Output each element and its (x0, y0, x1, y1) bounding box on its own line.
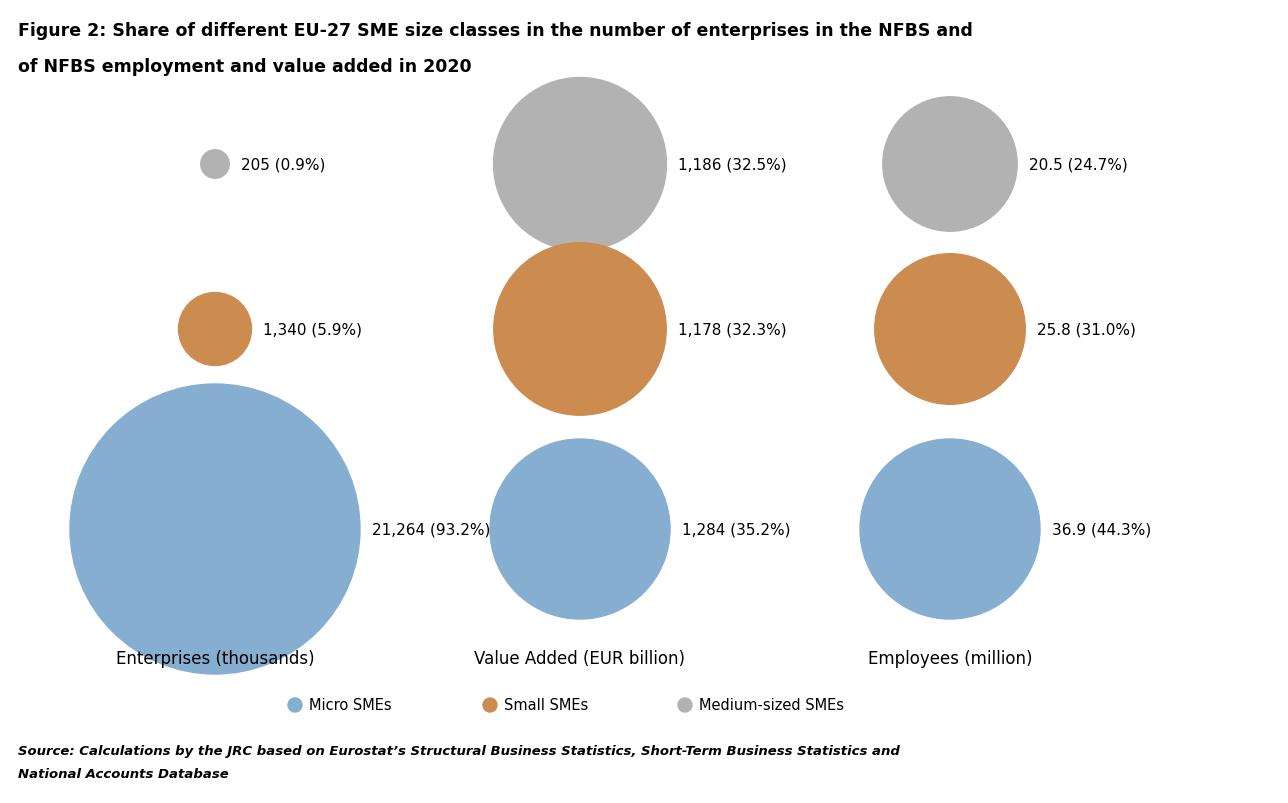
Circle shape (483, 698, 497, 712)
Circle shape (493, 79, 666, 251)
Circle shape (70, 385, 361, 675)
Text: 1,178 (32.3%): 1,178 (32.3%) (679, 322, 787, 337)
Circle shape (493, 243, 666, 416)
Text: 25.8 (31.0%): 25.8 (31.0%) (1037, 322, 1136, 337)
Text: Medium-sized SMEs: Medium-sized SMEs (699, 698, 844, 712)
Text: 21,264 (93.2%): 21,264 (93.2%) (372, 522, 491, 537)
Circle shape (860, 439, 1039, 619)
Text: Micro SMEs: Micro SMEs (309, 698, 392, 712)
Circle shape (677, 698, 692, 712)
Circle shape (201, 151, 229, 179)
Text: 1,284 (35.2%): 1,284 (35.2%) (683, 522, 791, 537)
Text: National Accounts Database: National Accounts Database (18, 767, 229, 780)
Text: 20.5 (24.7%): 20.5 (24.7%) (1029, 157, 1128, 173)
Text: 36.9 (44.3%): 36.9 (44.3%) (1052, 522, 1151, 537)
Text: Enterprises (thousands): Enterprises (thousands) (116, 649, 314, 667)
Circle shape (875, 255, 1025, 405)
Text: 205 (0.9%): 205 (0.9%) (241, 157, 326, 173)
Circle shape (489, 439, 670, 619)
Circle shape (882, 98, 1018, 232)
Text: 1,340 (5.9%): 1,340 (5.9%) (264, 322, 362, 337)
Text: Value Added (EUR billion): Value Added (EUR billion) (474, 649, 685, 667)
Circle shape (179, 293, 251, 366)
Circle shape (289, 698, 301, 712)
Text: Source: Calculations by the JRC based on Eurostat’s Structural Business Statisti: Source: Calculations by the JRC based on… (18, 744, 900, 757)
Text: Figure 2: Share of different EU-27 SME size classes in the number of enterprises: Figure 2: Share of different EU-27 SME s… (18, 22, 972, 40)
Text: Small SMEs: Small SMEs (504, 698, 589, 712)
Text: Employees (million): Employees (million) (868, 649, 1032, 667)
Text: 1,186 (32.5%): 1,186 (32.5%) (679, 157, 787, 173)
Text: of NFBS employment and value added in 2020: of NFBS employment and value added in 20… (18, 58, 471, 76)
